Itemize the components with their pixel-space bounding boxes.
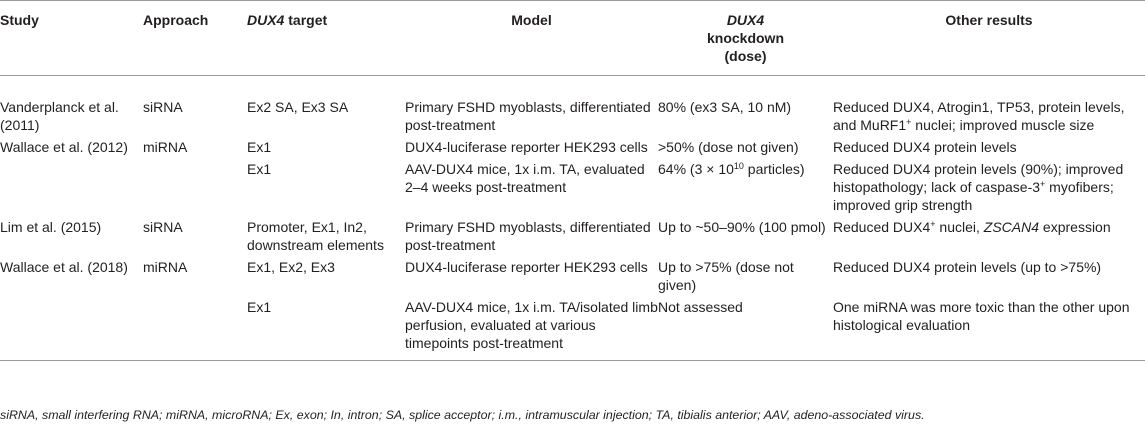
other-text: expression <box>1039 219 1111 235</box>
table-row: Lim et al. (2015) siRNA Promoter, Ex1, I… <box>0 216 1145 256</box>
cell-approach: miRNA <box>143 259 188 275</box>
header-study: Study <box>0 12 39 28</box>
cell-knockdown: 80% (ex3 SA, 10 nM) <box>658 99 792 115</box>
cell-model: AAV-DUX4 mice, 1x i.m. TA/isolated limb … <box>405 299 658 351</box>
cell-model: AAV-DUX4 mice, 1x i.m. TA, evaluated 2–4… <box>405 161 645 195</box>
other-text: nuclei; improved muscle size <box>911 117 1095 133</box>
cell-model: Primary FSHD myoblasts, differentiated p… <box>405 99 651 133</box>
cell-other-results: Reduced DUX4+ nuclei, ZSCAN4 expression <box>833 216 1145 256</box>
superscript: + <box>1040 179 1046 189</box>
table-row: Ex1 AAV-DUX4 mice, 1x i.m. TA/isolated l… <box>0 296 1145 361</box>
cell-study <box>0 296 143 361</box>
header-knockdown: DUX4 knockdown (dose) <box>658 1 833 76</box>
cell-other-results: Reduced DUX4 protein levels <box>833 139 1017 155</box>
header-target-gene: DUX4 <box>247 12 285 28</box>
cell-knockdown: Up to >75% (dose not given) <box>658 259 794 293</box>
cell-approach <box>143 296 247 361</box>
results-table: Study Approach DUX4 target Model DUX4 kn… <box>0 0 1145 361</box>
cell-target: Ex1, Ex2, Ex3 <box>247 259 335 275</box>
cell-study <box>0 158 143 216</box>
other-text: Reduced DUX4, Atrogin1, TP53, protein le… <box>833 99 1125 133</box>
table-row: Wallace et al. (2012) miRNA Ex1 DUX4-luc… <box>0 136 1145 158</box>
kd-text: particles) <box>743 161 805 177</box>
table-footnote: siRNA, small interfering RNA; miRNA, mic… <box>0 408 925 422</box>
cell-other-results: Reduced DUX4 protein levels (90%); impro… <box>833 158 1145 216</box>
header-approach: Approach <box>143 12 209 28</box>
cell-other-results: One miRNA was more toxic than the other … <box>833 299 1130 333</box>
other-text: myofibers; improved grip strength <box>833 179 1114 213</box>
header-target-rest: target <box>284 12 328 28</box>
cell-knockdown: 64% (3 × 1010 particles) <box>658 158 833 216</box>
superscript: 10 <box>733 161 744 171</box>
cell-knockdown: Up to ~50–90% (100 pmol) <box>658 219 826 235</box>
header-knockdown-dose: (dose) <box>724 48 767 64</box>
cell-model: Primary FSHD myoblasts, differentiated p… <box>405 219 651 253</box>
table-row: Ex1 AAV-DUX4 mice, 1x i.m. TA, evaluated… <box>0 158 1145 216</box>
cell-knockdown: >50% (dose not given) <box>658 139 799 155</box>
cell-target: Ex1 <box>247 161 272 177</box>
cell-model: DUX4-luciferase reporter HEK293 cells <box>405 139 648 155</box>
other-text: Reduced DUX4 protein levels (90%); impro… <box>833 161 1124 195</box>
superscript: + <box>930 219 936 229</box>
header-knockdown-word: knockdown <box>706 30 784 46</box>
cell-study: Lim et al. (2015) <box>0 219 102 235</box>
other-text: Reduced DUX4 <box>833 219 931 235</box>
header-knockdown-gene: DUX4 <box>726 12 765 28</box>
header-target: DUX4 target <box>247 1 405 76</box>
cell-knockdown: Not assessed <box>658 299 743 315</box>
cell-study: Wallace et al. (2018) <box>0 259 128 275</box>
cell-other-results: Reduced DUX4 protein levels (up to >75%) <box>833 259 1102 275</box>
cell-approach: siRNA <box>143 219 183 235</box>
header-row: Study Approach DUX4 target Model DUX4 kn… <box>0 0 1145 76</box>
cell-study: Wallace et al. (2012) <box>0 139 128 155</box>
cell-other-results: Reduced DUX4, Atrogin1, TP53, protein le… <box>833 76 1145 137</box>
cell-target: Ex2 SA, Ex3 SA <box>247 99 349 115</box>
header-model: Model <box>511 12 552 28</box>
cell-target: Ex1 <box>247 299 272 315</box>
header-other-results: Other results <box>945 12 1033 28</box>
cell-study: Vanderplanck et al. (2011) <box>0 99 119 133</box>
kd-text: 64% (3 × 10 <box>658 161 734 177</box>
table-row: Vanderplanck et al. (2011) siRNA Ex2 SA,… <box>0 76 1145 137</box>
table-row: Wallace et al. (2018) miRNA Ex1, Ex2, Ex… <box>0 256 1145 296</box>
superscript: + <box>906 117 912 127</box>
cell-approach: miRNA <box>143 139 188 155</box>
cell-model: DUX4-luciferase reporter HEK293 cells <box>405 259 648 275</box>
cell-target: Ex1 <box>247 139 272 155</box>
cell-approach: siRNA <box>143 99 183 115</box>
cell-target: Promoter, Ex1, In2, downstream elements <box>247 219 384 253</box>
cell-approach <box>143 158 247 216</box>
gene-name: ZSCAN4 <box>983 219 1040 235</box>
other-text: nuclei, <box>935 219 984 235</box>
